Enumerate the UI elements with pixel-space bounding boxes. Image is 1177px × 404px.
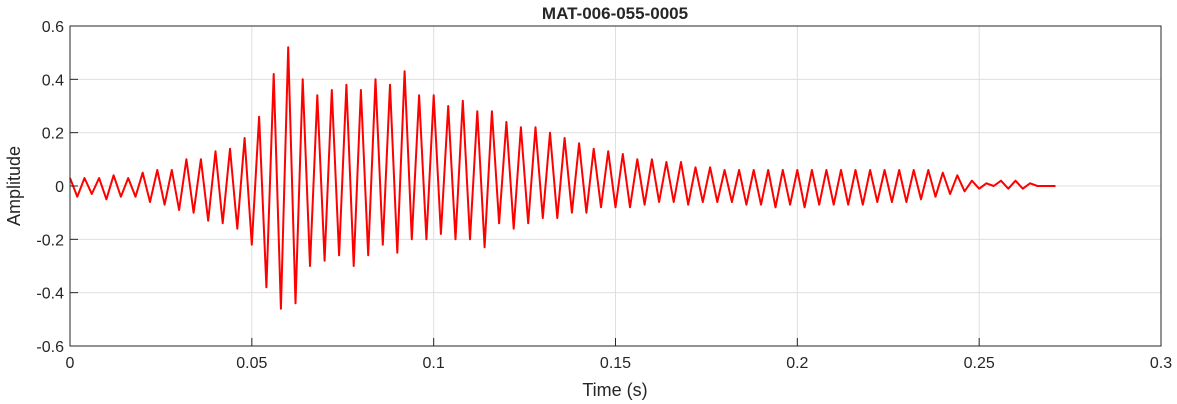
x-tick-label: 0: [66, 355, 75, 372]
series-line: [69, 46, 1056, 310]
x-tick-label: 0.1: [423, 355, 445, 372]
y-tick-label: -0.4: [36, 286, 64, 303]
y-tick-label: 0.4: [42, 72, 64, 89]
x-tick-label: 0.25: [964, 355, 995, 372]
series-layer: [69, 46, 1056, 310]
y-axis-label: Amplitude: [4, 146, 24, 226]
x-tick-label: 0.3: [1150, 355, 1172, 372]
y-axis-ticks: -0.6 -0.4 -0.2 0 0.2 0.4 0.6: [36, 19, 78, 356]
x-tick-label: 0.05: [236, 355, 267, 372]
x-axis-label: Time (s): [582, 380, 647, 400]
y-tick-label: 0.2: [42, 126, 64, 143]
y-tick-label: -0.6: [36, 339, 64, 356]
x-tick-label: 0.15: [600, 355, 631, 372]
y-tick-label: -0.2: [36, 232, 64, 249]
y-tick-label: 0.6: [42, 19, 64, 36]
x-axis-ticks: 0 0.05 0.1 0.15 0.2 0.25 0.3: [66, 338, 1172, 372]
y-tick-label: 0: [55, 179, 64, 196]
x-tick-label: 0.2: [786, 355, 808, 372]
chart-title: MAT-006-055-0005: [542, 4, 688, 23]
